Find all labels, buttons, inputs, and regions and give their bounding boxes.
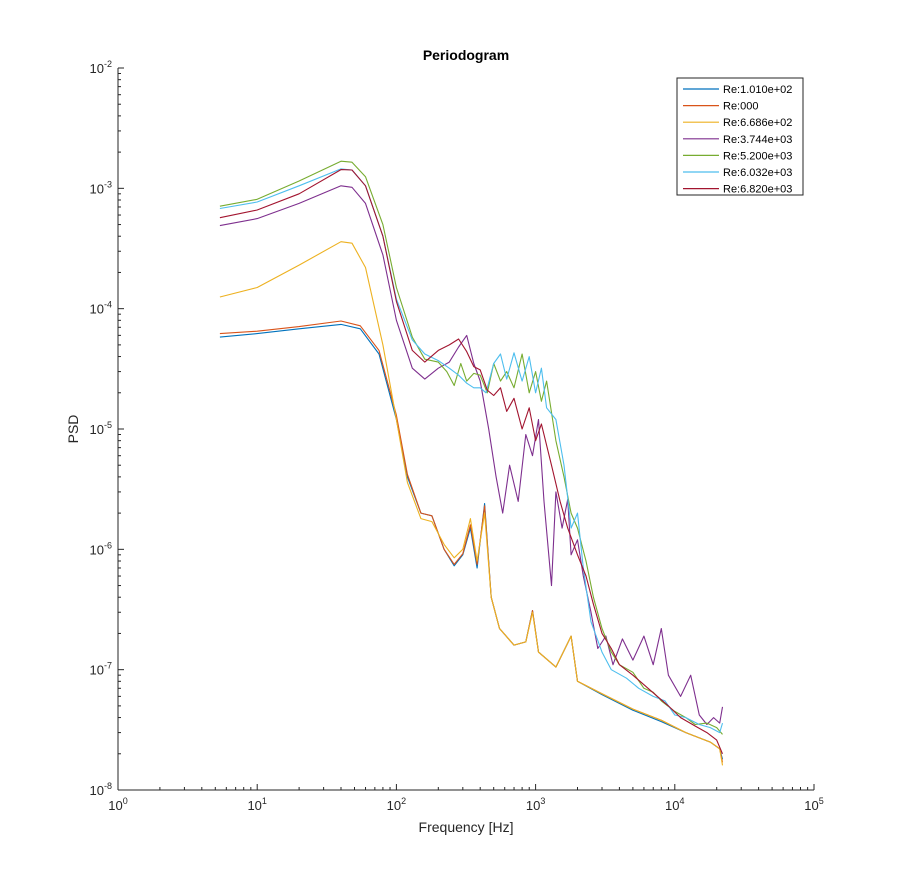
legend-label: Re:6.820e+03 bbox=[723, 184, 792, 196]
y-tick-base: 10 bbox=[90, 663, 104, 678]
x-tick-exponent: 3 bbox=[540, 796, 545, 806]
x-tick-label: 104 bbox=[665, 796, 684, 813]
legend-label: Re:1.010e+02 bbox=[723, 84, 792, 96]
series-line-4 bbox=[219, 185, 724, 726]
y-tick-base: 10 bbox=[90, 302, 104, 317]
legend: Re:1.010e+02 Re:000 Re:6.686e+02 Re:3.744e+… bbox=[676, 77, 804, 196]
y-tick-base: 10 bbox=[90, 542, 104, 557]
plot-area bbox=[219, 160, 724, 766]
x-tick-base: 10 bbox=[526, 798, 540, 813]
x-tick-base: 10 bbox=[387, 798, 401, 813]
series-layer bbox=[219, 160, 724, 766]
y-tick-base: 10 bbox=[90, 61, 104, 76]
series-line-7 bbox=[219, 169, 724, 755]
x-tick-exponent: 1 bbox=[262, 796, 267, 806]
x-tick-base: 10 bbox=[247, 798, 261, 813]
x-tick-exponent: 0 bbox=[123, 796, 128, 806]
y-tick-label: 10-2 bbox=[90, 59, 112, 76]
y-tick-label: 10-4 bbox=[90, 300, 112, 317]
x-tick-exponent: 4 bbox=[680, 796, 685, 806]
y-tick-exponent: -6 bbox=[104, 540, 112, 550]
x-tick-label: 100 bbox=[108, 796, 127, 813]
x-tick-label: 105 bbox=[804, 796, 823, 813]
y-tick-exponent: -8 bbox=[104, 781, 112, 791]
x-axis-title: Frequency [Hz] bbox=[419, 819, 514, 835]
y-axis-title: PSD bbox=[65, 415, 81, 444]
x-tick-base: 10 bbox=[665, 798, 679, 813]
legend-label: Re:6.032e+03 bbox=[723, 167, 792, 179]
x-tick-label: 101 bbox=[247, 796, 266, 813]
series-line-5 bbox=[219, 160, 723, 735]
y-tick-base: 10 bbox=[90, 422, 104, 437]
y-tick-exponent: -4 bbox=[104, 300, 112, 310]
x-tick-base: 10 bbox=[108, 798, 122, 813]
legend-label: Re:000 bbox=[723, 101, 758, 113]
y-tick-base: 10 bbox=[90, 783, 104, 798]
y-tick-base: 10 bbox=[90, 181, 104, 196]
y-tick-label: 10-5 bbox=[90, 420, 112, 437]
y-tick-label: 10-8 bbox=[90, 781, 112, 798]
y-tick-exponent: -2 bbox=[104, 59, 112, 69]
y-tick-exponent: -3 bbox=[104, 179, 112, 189]
legend-box bbox=[676, 77, 804, 196]
axes-layer: 100 101 102 103 104 105 10-810-710-610-510-41… bbox=[90, 59, 824, 813]
chart-title: Periodogram bbox=[423, 47, 509, 63]
x-tick-base: 10 bbox=[804, 798, 818, 813]
legend-items: Re:1.010e+02 Re:000 Re:6.686e+02 Re:3.744e+… bbox=[683, 84, 792, 196]
y-tick-label: 10-3 bbox=[90, 179, 112, 196]
y-tick-label: 10-7 bbox=[90, 661, 112, 678]
x-tick-label: 103 bbox=[526, 796, 545, 813]
y-ticks: 10-810-710-610-510-410-310-2 bbox=[90, 59, 124, 798]
y-tick-label: 10-6 bbox=[90, 540, 112, 557]
legend-label: Re:5.200e+03 bbox=[723, 150, 792, 162]
x-ticks: 100 101 102 103 104 105 bbox=[108, 784, 824, 813]
series-line-6 bbox=[219, 168, 724, 734]
legend-label: Re:6.686e+02 bbox=[723, 117, 792, 129]
y-tick-exponent: -7 bbox=[104, 661, 112, 671]
y-tick-exponent: -5 bbox=[104, 420, 112, 430]
x-tick-exponent: 5 bbox=[819, 796, 824, 806]
series-line-3 bbox=[219, 241, 724, 766]
x-tick-label: 102 bbox=[387, 796, 406, 813]
legend-label: Re:3.744e+03 bbox=[723, 134, 792, 146]
x-tick-exponent: 2 bbox=[401, 796, 406, 806]
